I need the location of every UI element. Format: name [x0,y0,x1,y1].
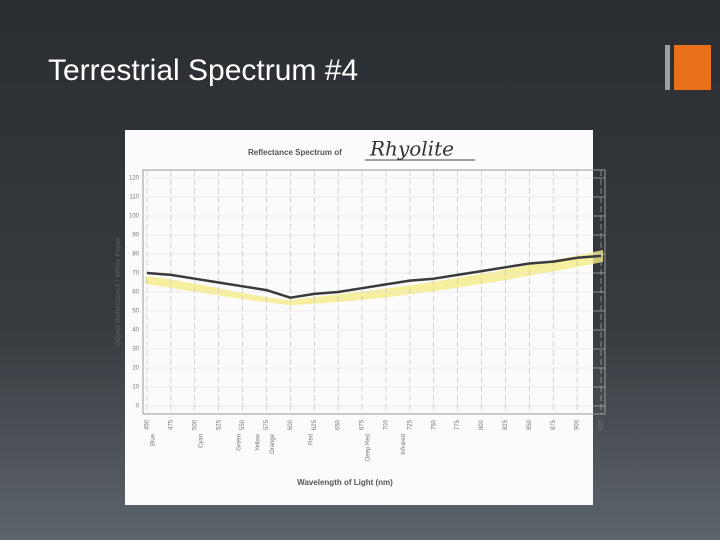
y-tick-label: 120 [129,176,140,182]
x-tick-label: 775 [455,419,461,430]
y-tick-label: 60 [132,290,139,296]
x-tick-label: 475 [168,419,174,430]
band-label: Red [308,434,314,445]
x-tick-label: 500 [192,419,198,430]
slide-title: Terrestrial Spectrum #4 [48,54,358,87]
band-label: Green [237,434,243,451]
x-tick-label: 900 [575,419,581,430]
band-label: Cyan [198,434,204,448]
y-tick-label: 20 [132,366,139,372]
x-tick-label: 750 [431,419,437,430]
y-tick-label: 10 [132,385,139,391]
accent-line [665,45,670,90]
x-tick-label: 925 [599,419,605,430]
x-tick-label: 700 [384,419,390,430]
x-tick-label: 450 [145,419,151,430]
line-series [146,254,602,299]
y-tick-label: 80 [132,252,139,258]
band-label: Orange [270,433,276,454]
x-tick-label: 525 [216,419,222,430]
band-label: Blue [151,433,157,446]
chart-image [125,130,593,505]
y-tick-label: 70 [132,271,139,277]
y-tick-label: 110 [129,195,139,201]
y-tick-label: 90 [132,233,139,239]
x-axis-label: Wavelength of Light (nm) [297,478,393,487]
x-tick-label: 600 [288,419,294,430]
chart-title: Reflectance Spectrum of [248,148,342,157]
subject: Rhyolite [369,137,454,161]
highlight-band [145,250,603,305]
y-axis-label: Object Reflectance / White Paper [115,237,122,347]
y-tick-label: 50 [132,309,139,315]
x-tick-label: 575 [264,419,270,430]
band-label: Deep Red [366,434,372,461]
x-tick-label: 625 [312,419,318,430]
x-tick-label: 825 [503,419,509,430]
plot: 0 10 20 30 40 50 60 70 80 90 100 110 120 450 475 500 525… [129,170,605,461]
x-tick-label: 850 [527,419,533,430]
x-tick-label: 800 [479,419,485,430]
y-tick-label: 100 [129,214,140,220]
band-label: Yellow [256,433,262,451]
y-tick-label: 40 [132,328,139,334]
x-tick-label: 675 [360,419,366,430]
y-tick-label: 30 [132,347,139,353]
y-tick-label: 0 [136,404,140,410]
x-tick-label: 725 [407,419,413,430]
accent-block [674,45,711,90]
x-tick-label: 650 [336,419,342,430]
x-tick-label: 550 [240,419,246,430]
band-label: Infrared [401,434,407,455]
x-tick-label: 875 [551,419,557,430]
